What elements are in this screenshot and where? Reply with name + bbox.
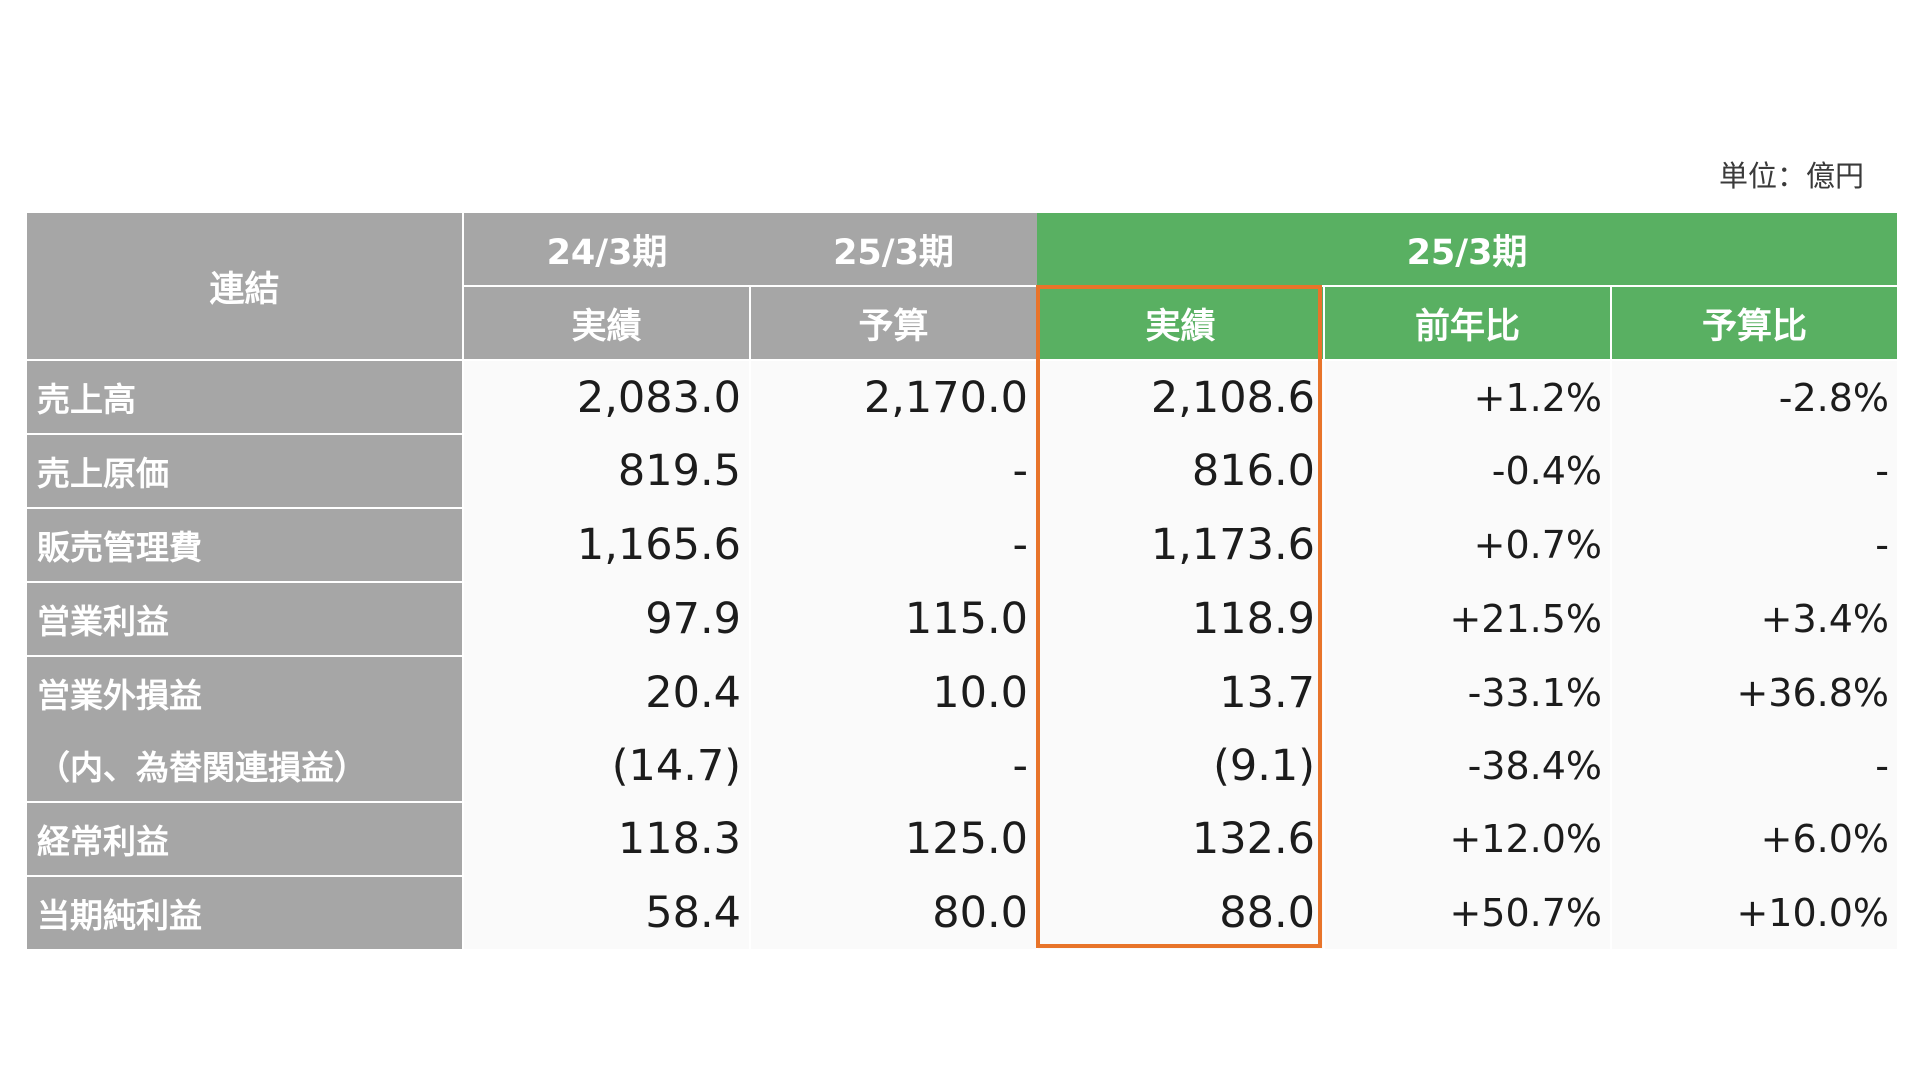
row-label: （内、為替関連損益） (27, 729, 464, 802)
row-label: 販売管理費 (27, 507, 464, 582)
row-label: 営業利益 (27, 581, 464, 656)
cell-vs-budget: - (1611, 434, 1900, 508)
subheader-actual-24: 実績 (463, 286, 751, 361)
cell-actual-24: 118.3 (463, 802, 751, 876)
cell-budget-25: - (750, 729, 1038, 802)
financial-results-table: 連結 24/3期 25/3期 25/3期 実績 予算 実績 前年比 予算比 売上… (27, 213, 1900, 949)
cell-vs-budget: +6.0% (1611, 802, 1900, 876)
table-row: 売上高 2,083.0 2,170.0 2,108.6 +1.2% -2.8% (27, 359, 1900, 434)
cell-budget-25: 115.0 (750, 582, 1038, 656)
cell-yoy: +1.2% (1324, 360, 1612, 434)
cell-budget-25: 2,170.0 (750, 360, 1038, 434)
cell-yoy: -0.4% (1324, 434, 1612, 508)
cell-budget-25: 10.0 (750, 656, 1038, 729)
cell-actual-24: 58.4 (463, 876, 751, 949)
table-row: 販売管理費 1,165.6-1,173.6 +0.7% - (27, 507, 1900, 582)
row-label: 当期純利益 (27, 875, 464, 949)
cell-yoy: +0.7% (1324, 508, 1612, 582)
cell-yoy: +21.5% (1324, 582, 1612, 656)
cell-actual-24: 1,165.6 (463, 508, 751, 582)
cell-vs-budget: - (1611, 729, 1900, 802)
period-header-25-3-actual: 25/3期 (1037, 213, 1900, 287)
cell-yoy: -38.4% (1324, 729, 1612, 802)
cell-yoy: +50.7% (1324, 876, 1612, 949)
period-header-24-3: 24/3期 (463, 213, 750, 287)
row-label: 売上原価 (27, 433, 464, 508)
cell-vs-budget: +36.8% (1611, 656, 1900, 729)
cell-actual-24: 97.9 (463, 582, 751, 656)
row-label: 営業外損益 (27, 655, 464, 729)
cell-actual-25: 88.0 (1037, 876, 1325, 949)
table-body: 売上高 2,083.0 2,170.0 2,108.6 +1.2% -2.8% 売上原価 81… (27, 359, 1900, 949)
period-header-25-3-budget: 25/3期 (750, 213, 1037, 287)
cell-budget-25: 125.0 (750, 802, 1038, 876)
unit-label: 単位：億円 (1718, 159, 1864, 193)
table-row: 営業外損益 20.4 10.0 13.7 -33.1% +36.8% (27, 655, 1900, 729)
cell-budget-25: - (750, 508, 1038, 582)
row-label: 売上高 (27, 359, 464, 434)
cell-actual-24: 20.4 (463, 656, 751, 729)
cell-budget-25: - (750, 434, 1038, 508)
subheader-yoy: 前年比 (1324, 286, 1612, 361)
cell-actual-24: 819.5 (463, 434, 751, 508)
cell-vs-budget: -2.8% (1611, 360, 1900, 434)
cell-yoy: +12.0% (1324, 802, 1612, 876)
cell-vs-budget: - (1611, 508, 1900, 582)
cell-vs-budget: +10.0% (1611, 876, 1900, 949)
subheader-actual-25: 実績 (1037, 286, 1325, 361)
table-row: 営業利益 97.9 115.0 118.9 +21.5% +3.4% (27, 581, 1900, 656)
cell-budget-25: 80.0 (750, 876, 1038, 949)
table-row: 経常利益 118.3 125.0 132.6 +12.0% +6.0% (27, 801, 1900, 876)
cell-actual-25: 1,173.6 (1037, 508, 1325, 582)
cell-actual-25: 118.9 (1037, 582, 1325, 656)
cell-actual-25: 132.6 (1037, 802, 1325, 876)
row-label: 経常利益 (27, 801, 464, 876)
cell-yoy: -33.1% (1324, 656, 1612, 729)
corner-label: 連結 (27, 213, 464, 360)
cell-actual-25: (9.1) (1037, 729, 1325, 802)
table-row: 当期純利益 58.4 80.0 88.0 +50.7% +10.0% (27, 875, 1900, 949)
subheader-vs-budget: 予算比 (1611, 286, 1900, 361)
table-row: （内、為替関連損益） (14.7) - (9.1) -38.4% - (27, 729, 1900, 802)
cell-actual-25: 816.0 (1037, 434, 1325, 508)
cell-vs-budget: +3.4% (1611, 582, 1900, 656)
cell-actual-24: 2,083.0 (463, 360, 751, 434)
table-row: 売上原価 819.5-816.0 -0.4% - (27, 433, 1900, 508)
cell-actual-25: 13.7 (1037, 656, 1325, 729)
cell-actual-24: (14.7) (463, 729, 751, 802)
cell-actual-25: 2,108.6 (1037, 360, 1325, 434)
subheader-budget-25: 予算 (750, 286, 1038, 361)
